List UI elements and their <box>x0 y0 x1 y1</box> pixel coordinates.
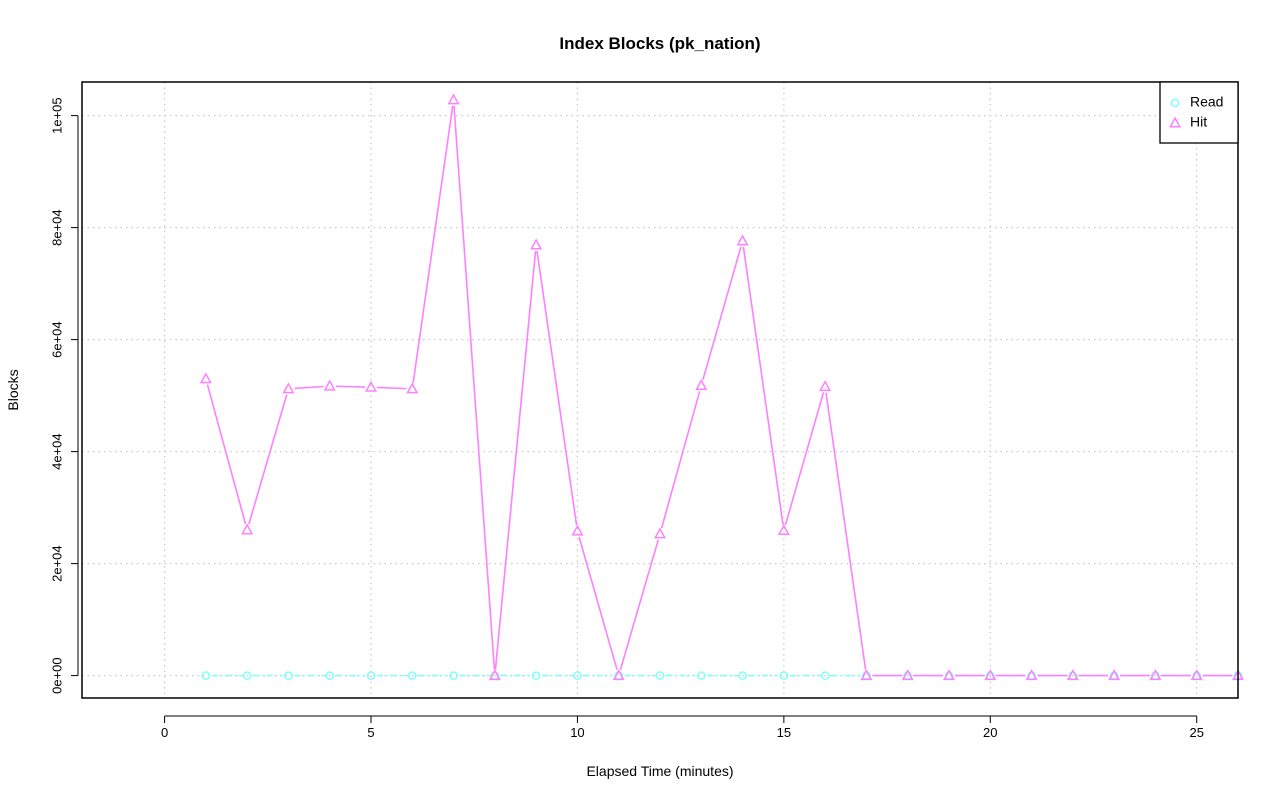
data-point-hit <box>984 669 997 681</box>
series-line-segment <box>702 246 742 380</box>
data-point-hit <box>653 527 667 539</box>
legend-marker-hit <box>1168 116 1182 128</box>
data-point-hit <box>530 238 543 250</box>
series-layer <box>199 93 1245 681</box>
x-tick-label: 15 <box>777 725 791 740</box>
chart-title: Index Blocks (pk_nation) <box>559 34 760 53</box>
data-point-hit <box>695 378 708 391</box>
data-point-read <box>573 671 582 680</box>
data-point-read <box>820 671 830 680</box>
data-point-hit <box>1025 669 1038 681</box>
data-point-read <box>242 671 252 680</box>
legend-box <box>1159 81 1239 144</box>
series-line-segment <box>619 539 660 671</box>
data-point-hit <box>1066 669 1079 681</box>
data-point-read <box>449 671 458 680</box>
data-point-hit <box>901 669 914 681</box>
y-tick-label: 2e+04 <box>49 545 64 582</box>
series-line-segment <box>536 250 578 526</box>
data-point-read <box>201 671 211 680</box>
series-line-segment <box>494 250 537 670</box>
series-line-segment <box>335 385 366 388</box>
y-axis-label: Blocks <box>5 369 21 410</box>
data-point-hit <box>406 382 419 394</box>
series-line-segment <box>784 392 825 526</box>
data-point-hit <box>199 372 212 384</box>
y-tick-label: 1e+05 <box>49 97 64 134</box>
data-point-hit <box>736 234 749 246</box>
legend: Read Hit <box>1159 81 1239 144</box>
data-point-read <box>779 671 789 680</box>
series-line-segment <box>825 392 867 670</box>
data-point-read <box>366 671 376 680</box>
data-point-hit <box>323 379 336 391</box>
series-line-segment <box>412 105 454 384</box>
axes: 0 5 10 15 20 25 0e+00 2e+04 4e+04 6e+04 8e+04 1e+05 <box>49 97 1204 740</box>
data-point-read <box>696 671 706 680</box>
series-line-segment <box>248 394 288 525</box>
legend-marker-read <box>1170 98 1180 108</box>
data-point-hit <box>612 669 625 681</box>
y-tick-label: 6e+04 <box>49 321 64 358</box>
data-point-hit <box>241 523 254 535</box>
data-point-read <box>531 671 541 680</box>
x-tick-label: 20 <box>983 725 997 740</box>
data-point-hit <box>282 382 295 394</box>
legend-label-hit: Hit <box>1190 114 1207 130</box>
x-tick-label: 0 <box>161 725 168 740</box>
data-point-hit <box>488 669 501 681</box>
data-point-hit <box>777 523 790 536</box>
plot-frame <box>81 81 1239 699</box>
data-point-hit <box>1108 669 1121 681</box>
grid <box>82 82 1238 698</box>
x-axis-label: Elapsed Time (minutes) <box>586 763 733 779</box>
y-tick-label: 4e+04 <box>49 433 64 470</box>
y-tick-label: 0e+00 <box>49 657 64 694</box>
data-point-read <box>655 671 665 680</box>
series-line-segment <box>660 391 701 529</box>
data-point-read <box>407 671 417 680</box>
x-tick-label: 25 <box>1189 725 1203 740</box>
data-point-hit <box>1149 669 1162 681</box>
x-tick-label: 5 <box>367 725 374 740</box>
legend-label-read: Read <box>1190 94 1223 110</box>
data-point-read <box>738 671 747 680</box>
series-line-segment <box>578 536 618 671</box>
data-point-hit <box>364 380 378 392</box>
series-hit <box>199 93 1245 681</box>
series-line-segment <box>294 385 324 390</box>
series-line-segment <box>206 384 247 525</box>
series-line-segment <box>376 386 407 390</box>
data-point-hit <box>1190 669 1203 681</box>
data-point-hit <box>571 524 584 536</box>
data-point-hit <box>860 669 873 681</box>
data-point-hit <box>942 669 956 681</box>
data-point-hit <box>447 93 460 105</box>
data-point-hit <box>819 380 832 392</box>
series-line-segment <box>453 105 496 670</box>
data-point-read <box>325 671 335 680</box>
y-tick-label: 8e+04 <box>49 209 64 246</box>
series-line-segment <box>742 246 784 525</box>
data-point-read <box>284 671 293 680</box>
x-tick-label: 10 <box>570 725 584 740</box>
